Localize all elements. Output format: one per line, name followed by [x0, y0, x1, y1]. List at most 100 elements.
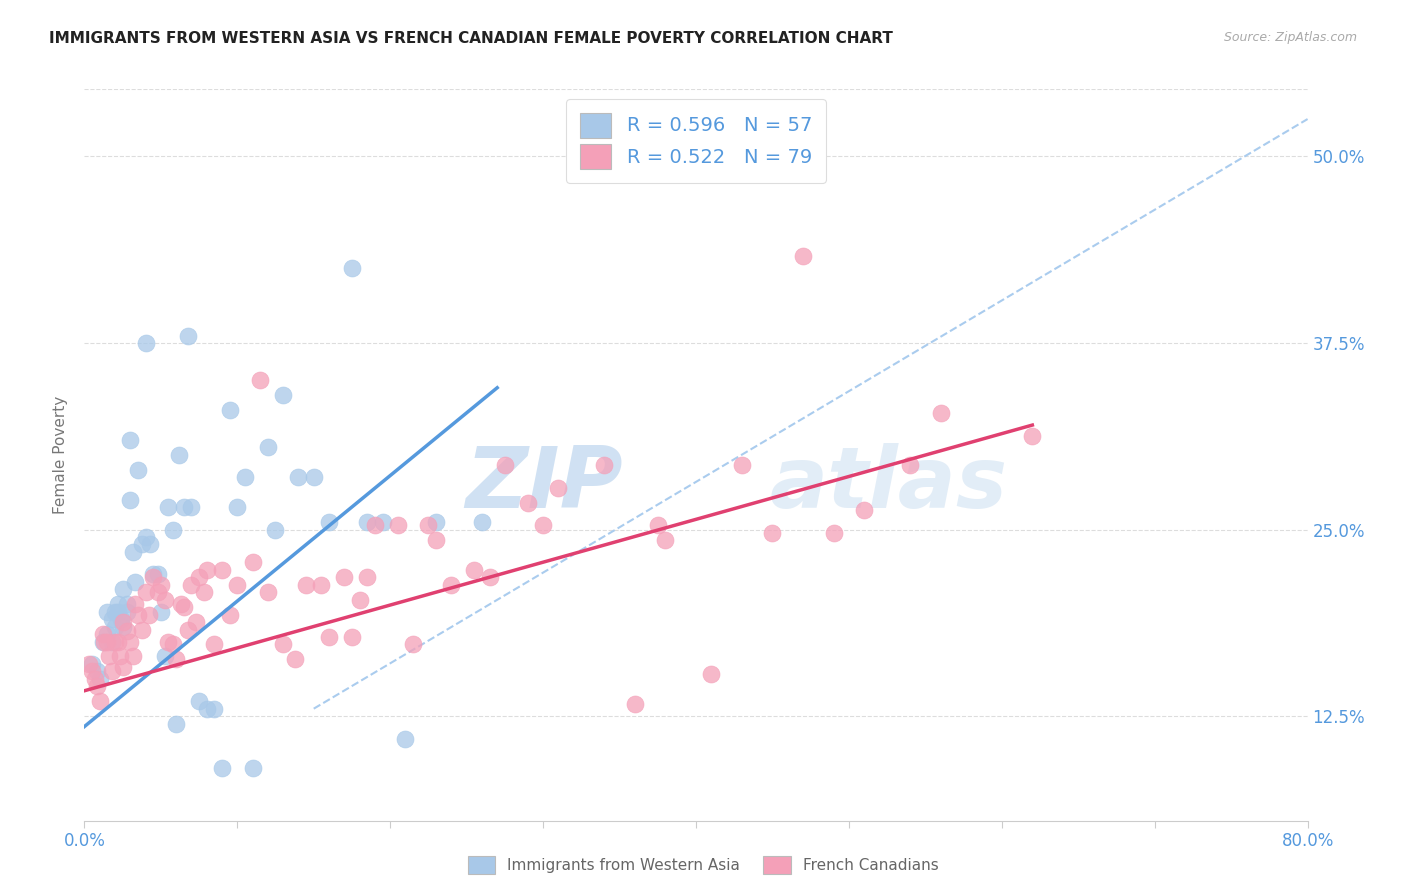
Point: [167, 448, 190, 462]
Point: [593, 458, 616, 473]
Point: [226, 578, 249, 592]
Point: [84, 672, 107, 686]
Point: [356, 515, 378, 529]
Point: [138, 607, 160, 622]
Point: [287, 470, 309, 484]
Point: [142, 570, 165, 584]
Point: [89, 694, 111, 708]
Point: [188, 694, 211, 708]
Point: [131, 623, 153, 637]
Text: atlas: atlas: [769, 442, 1008, 525]
Point: [149, 605, 172, 619]
Point: [120, 492, 142, 507]
Point: [115, 624, 138, 638]
Point: [155, 649, 177, 664]
Point: [271, 638, 294, 652]
Point: [624, 697, 647, 711]
Legend: Immigrants from Western Asia, French Canadians: Immigrants from Western Asia, French Can…: [461, 850, 945, 880]
Point: [104, 619, 127, 633]
Point: [111, 582, 134, 597]
Point: [96, 627, 118, 641]
Point: [93, 634, 115, 648]
Point: [853, 503, 876, 517]
Point: [242, 555, 264, 569]
Point: [124, 574, 146, 589]
Point: [165, 652, 187, 666]
Point: [202, 701, 225, 715]
Point: [531, 518, 554, 533]
Point: [135, 585, 157, 599]
Point: [440, 578, 463, 592]
Point: [284, 652, 307, 666]
Point: [418, 518, 440, 533]
Point: [155, 592, 177, 607]
Point: [146, 585, 169, 599]
Point: [111, 660, 134, 674]
Point: [202, 638, 225, 652]
Point: [242, 761, 264, 775]
Point: [111, 619, 134, 633]
Point: [257, 441, 280, 455]
Point: [135, 530, 157, 544]
Point: [127, 463, 149, 477]
Point: [80, 657, 103, 671]
Point: [425, 533, 447, 547]
Point: [165, 716, 187, 731]
Point: [318, 630, 340, 644]
Point: [494, 458, 516, 473]
Point: [173, 600, 195, 615]
Point: [115, 605, 138, 619]
Y-axis label: Female Poverty: Female Poverty: [53, 396, 69, 514]
Point: [516, 496, 538, 510]
Point: [211, 563, 233, 577]
Point: [898, 458, 921, 473]
Point: [340, 630, 363, 644]
Point: [547, 481, 569, 495]
Point: [761, 525, 783, 540]
Point: [177, 328, 200, 343]
Point: [127, 607, 149, 622]
Point: [478, 570, 501, 584]
Point: [700, 667, 723, 681]
Point: [86, 665, 108, 679]
Point: [104, 605, 127, 619]
Point: [731, 458, 754, 473]
Point: [349, 592, 371, 607]
Point: [654, 533, 676, 547]
Point: [107, 605, 129, 619]
Point: [170, 597, 193, 611]
Point: [463, 563, 485, 577]
Point: [333, 570, 356, 584]
Point: [157, 634, 180, 648]
Point: [233, 470, 256, 484]
Point: [371, 515, 394, 529]
Point: [425, 515, 447, 529]
Point: [402, 638, 425, 652]
Point: [295, 578, 318, 592]
Point: [131, 537, 153, 551]
Point: [146, 567, 169, 582]
Point: [142, 567, 165, 582]
Point: [184, 615, 207, 629]
Point: [77, 657, 100, 671]
Text: Source: ZipAtlas.com: Source: ZipAtlas.com: [1223, 31, 1357, 45]
Point: [96, 634, 118, 648]
Point: [91, 634, 114, 648]
Point: [122, 649, 145, 664]
Point: [264, 523, 287, 537]
Point: [318, 515, 340, 529]
Point: [101, 634, 124, 648]
Point: [218, 607, 240, 622]
Point: [311, 578, 333, 592]
Point: [107, 597, 129, 611]
Point: [226, 500, 249, 515]
Point: [211, 761, 233, 775]
Point: [149, 578, 172, 592]
Point: [195, 701, 218, 715]
Point: [173, 500, 195, 515]
Point: [162, 523, 184, 537]
Point: [101, 612, 124, 626]
Point: [157, 500, 180, 515]
Point: [271, 388, 294, 402]
Point: [115, 597, 138, 611]
